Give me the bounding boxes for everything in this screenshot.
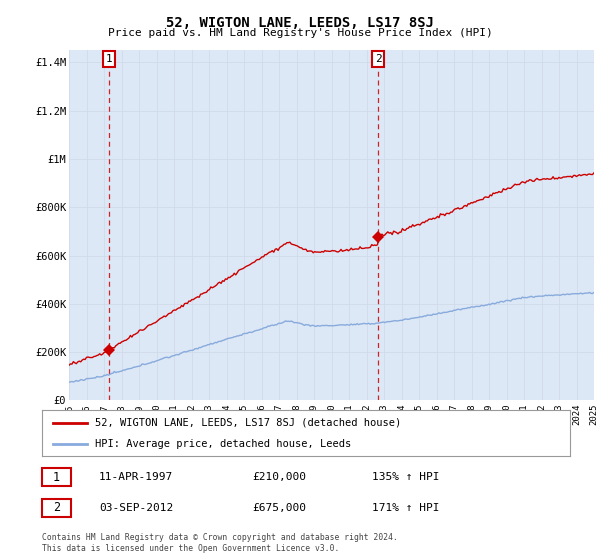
Text: 52, WIGTON LANE, LEEDS, LS17 8SJ: 52, WIGTON LANE, LEEDS, LS17 8SJ (166, 16, 434, 30)
Text: 1: 1 (106, 54, 112, 64)
Text: Price paid vs. HM Land Registry's House Price Index (HPI): Price paid vs. HM Land Registry's House … (107, 28, 493, 38)
Text: £210,000: £210,000 (252, 472, 306, 482)
Text: Contains HM Land Registry data © Crown copyright and database right 2024.
This d: Contains HM Land Registry data © Crown c… (42, 533, 398, 553)
Text: 11-APR-1997: 11-APR-1997 (99, 472, 173, 482)
Text: 1: 1 (53, 470, 60, 484)
Text: 03-SEP-2012: 03-SEP-2012 (99, 503, 173, 513)
Text: 135% ↑ HPI: 135% ↑ HPI (372, 472, 439, 482)
Text: £675,000: £675,000 (252, 503, 306, 513)
Text: 2: 2 (375, 54, 382, 64)
Text: 52, WIGTON LANE, LEEDS, LS17 8SJ (detached house): 52, WIGTON LANE, LEEDS, LS17 8SJ (detach… (95, 418, 401, 428)
Text: HPI: Average price, detached house, Leeds: HPI: Average price, detached house, Leed… (95, 439, 351, 449)
Text: 171% ↑ HPI: 171% ↑ HPI (372, 503, 439, 513)
Text: 2: 2 (53, 501, 60, 515)
